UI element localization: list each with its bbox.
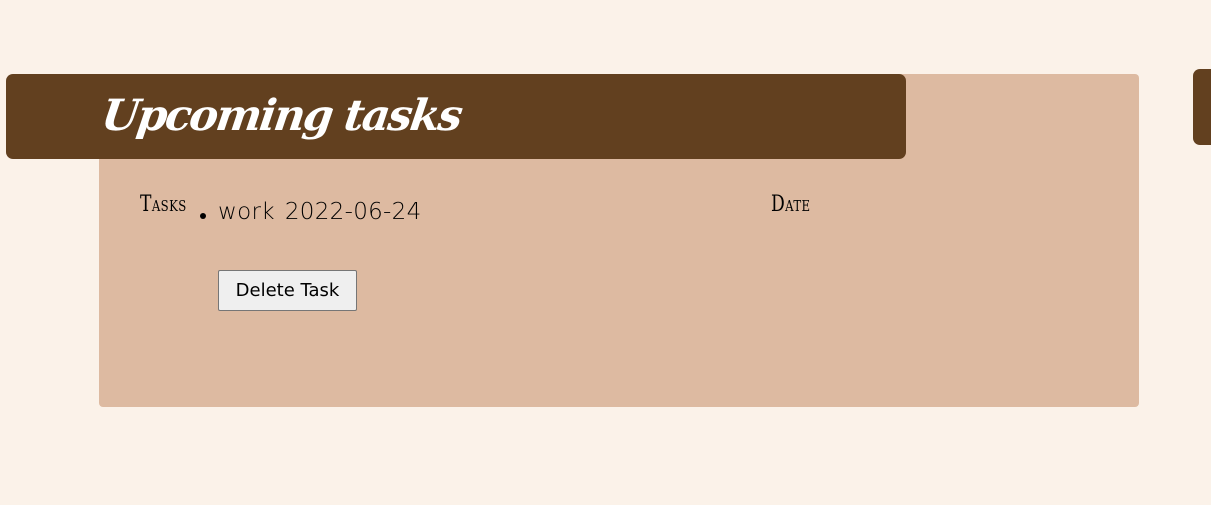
side-tab [1193, 69, 1211, 145]
task-name: work [218, 199, 275, 225]
delete-task-button[interactable]: Delete Task [218, 270, 357, 311]
header-bar [6, 74, 906, 159]
task-date: 2022-06-24 [284, 199, 422, 225]
bullet-icon [200, 213, 206, 219]
page-title: Upcoming tasks [98, 91, 465, 141]
date-column-header: Date [771, 192, 811, 217]
list-item: work 2022-06-24 [200, 196, 422, 228]
tasks-column-header: Tasks [140, 192, 187, 217]
task-list: work 2022-06-24 [200, 196, 422, 228]
